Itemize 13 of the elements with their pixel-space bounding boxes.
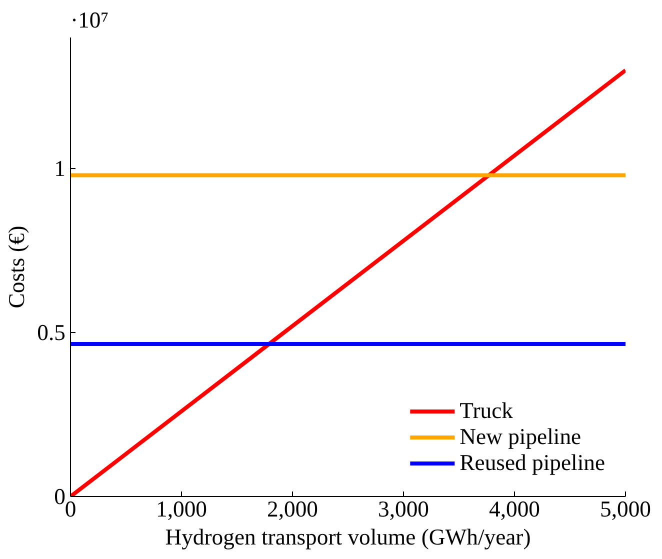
legend-label: New pipeline	[460, 424, 582, 450]
x-tick-label: 5,000	[600, 496, 651, 522]
x-tick-label: 4,000	[489, 496, 540, 522]
y-tick-label: 0.5	[37, 320, 66, 346]
y-axis-title: Costs (€)	[4, 226, 30, 308]
y-tick-label: 1	[54, 156, 66, 182]
legend-label: Reused pipeline	[460, 450, 605, 476]
x-tick-label: 2,000	[267, 496, 318, 522]
legend-label: Truck	[460, 398, 513, 424]
x-tick-label: 1,000	[156, 496, 207, 522]
x-axis-title: Hydrogen transport volume (GWh/year)	[165, 524, 531, 550]
x-tick-label: 3,000	[378, 496, 429, 522]
text: ·10⁷	[70, 8, 109, 32]
